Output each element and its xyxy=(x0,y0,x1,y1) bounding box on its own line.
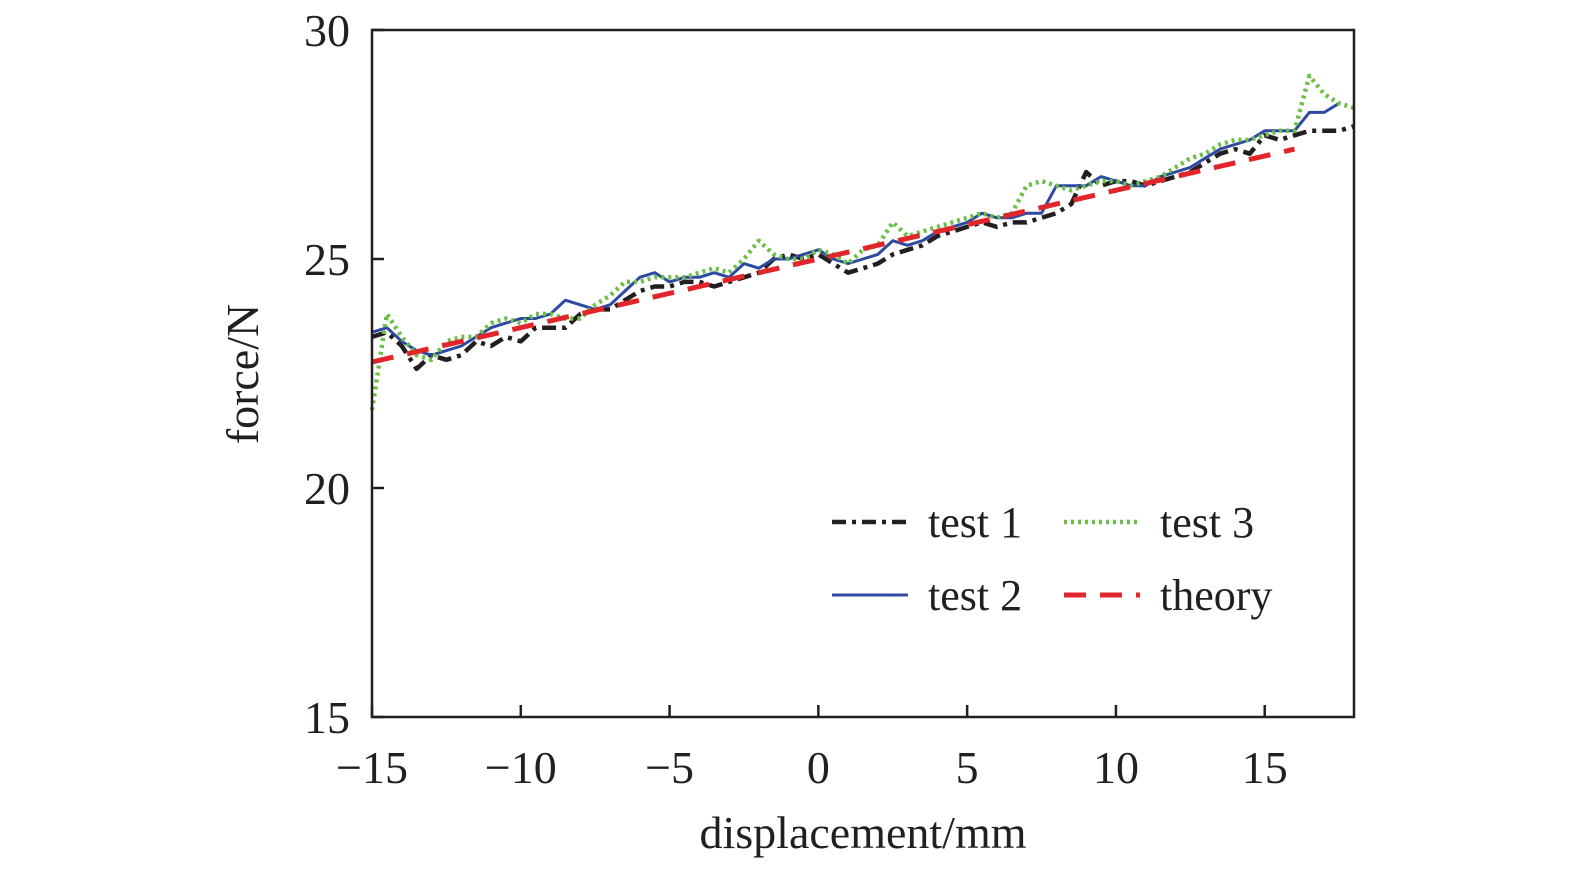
x-tick-label: 15 xyxy=(1242,742,1288,793)
series-line-test-2 xyxy=(371,102,1340,357)
x-tick-label: 10 xyxy=(1093,742,1139,793)
x-axis-label: displacement/mm xyxy=(699,807,1026,858)
y-tick-label: 30 xyxy=(304,5,350,56)
x-tick-label: −5 xyxy=(645,742,694,793)
series-layer xyxy=(369,73,1355,411)
y-tick-label: 15 xyxy=(304,692,350,743)
legend: test 1 test 2 test 3 theory xyxy=(832,498,1272,620)
x-tick-label: −15 xyxy=(336,742,408,793)
y-axis: 15 20 25 30 xyxy=(304,5,384,743)
series-line-theory xyxy=(371,146,1296,365)
legend-label-test-3: test 3 xyxy=(1160,498,1254,547)
x-axis: −15 −10 −5 0 5 10 15 xyxy=(336,705,1288,793)
x-tick-label: −10 xyxy=(485,742,557,793)
y-tick-label: 25 xyxy=(304,234,350,285)
x-tick-label: 0 xyxy=(807,742,830,793)
legend-label-theory: theory xyxy=(1160,571,1272,620)
x-tick-label: 5 xyxy=(956,742,979,793)
series-line-test-3 xyxy=(369,73,1355,411)
y-tick-label: 20 xyxy=(304,463,350,514)
legend-label-test-2: test 2 xyxy=(928,571,1022,620)
legend-label-test-1: test 1 xyxy=(928,498,1022,547)
plot-frame xyxy=(370,28,1356,719)
y-axis-label: force/N xyxy=(217,304,268,444)
